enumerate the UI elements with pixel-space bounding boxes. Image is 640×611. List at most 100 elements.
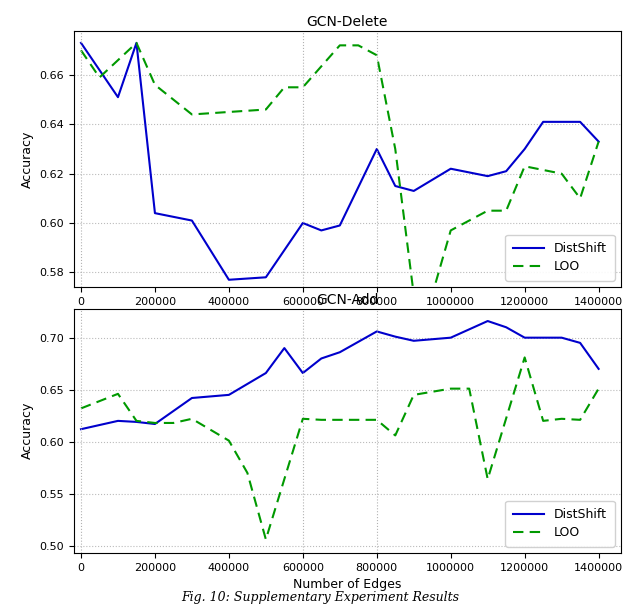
DistShift bbox=[576, 339, 584, 346]
LOO bbox=[151, 81, 159, 89]
DistShift bbox=[540, 334, 547, 342]
LOO bbox=[447, 227, 454, 234]
LOO bbox=[558, 170, 566, 177]
DistShift bbox=[299, 370, 307, 377]
DistShift bbox=[225, 276, 233, 284]
LOO bbox=[225, 437, 233, 444]
LOO bbox=[540, 417, 547, 425]
LOO bbox=[410, 291, 417, 298]
DistShift bbox=[373, 145, 381, 153]
Text: Fig. 10: Supplementary Experiment Results: Fig. 10: Supplementary Experiment Result… bbox=[181, 591, 459, 604]
DistShift bbox=[317, 227, 325, 234]
LOO bbox=[595, 385, 602, 392]
LOO bbox=[502, 207, 510, 214]
DistShift bbox=[502, 167, 510, 175]
DistShift bbox=[558, 334, 566, 342]
DistShift bbox=[373, 327, 381, 335]
DistShift bbox=[280, 345, 288, 352]
DistShift bbox=[595, 365, 602, 373]
LOO bbox=[170, 419, 177, 426]
LOO bbox=[132, 417, 140, 425]
LOO bbox=[299, 84, 307, 91]
Line: DistShift: DistShift bbox=[81, 321, 598, 429]
Y-axis label: Accuracy: Accuracy bbox=[20, 130, 33, 188]
DistShift bbox=[77, 39, 85, 46]
LOO bbox=[336, 416, 344, 423]
LOO bbox=[336, 42, 344, 49]
LOO bbox=[95, 74, 103, 81]
Title: GCN-Add: GCN-Add bbox=[316, 293, 378, 307]
DistShift bbox=[132, 419, 140, 426]
DistShift bbox=[521, 334, 529, 342]
LOO bbox=[576, 195, 584, 202]
LOO bbox=[77, 46, 85, 54]
Line: DistShift: DistShift bbox=[81, 43, 598, 280]
Legend: DistShift, LOO: DistShift, LOO bbox=[506, 500, 614, 547]
LOO bbox=[317, 416, 325, 423]
DistShift bbox=[392, 182, 399, 189]
Title: GCN-Delete: GCN-Delete bbox=[307, 15, 388, 29]
DistShift bbox=[336, 222, 344, 229]
LOO bbox=[595, 138, 602, 145]
X-axis label: Number of Edges: Number of Edges bbox=[293, 312, 401, 326]
LOO bbox=[410, 391, 417, 398]
LOO bbox=[392, 145, 399, 153]
DistShift bbox=[392, 333, 399, 340]
LOO bbox=[244, 469, 252, 477]
DistShift bbox=[188, 394, 196, 401]
LOO bbox=[392, 432, 399, 439]
DistShift bbox=[225, 391, 233, 398]
LOO bbox=[484, 207, 492, 214]
DistShift bbox=[502, 324, 510, 331]
LOO bbox=[484, 475, 492, 483]
LOO bbox=[188, 415, 196, 422]
LOO bbox=[299, 415, 307, 422]
DistShift bbox=[132, 39, 140, 46]
DistShift bbox=[114, 417, 122, 425]
LOO bbox=[151, 419, 159, 426]
LOO bbox=[262, 536, 269, 543]
DistShift bbox=[151, 420, 159, 428]
Legend: DistShift, LOO: DistShift, LOO bbox=[506, 235, 614, 281]
DistShift bbox=[336, 348, 344, 356]
DistShift bbox=[558, 118, 566, 125]
Y-axis label: Accuracy: Accuracy bbox=[20, 402, 33, 459]
DistShift bbox=[262, 274, 269, 281]
LOO bbox=[558, 415, 566, 422]
LOO bbox=[114, 390, 122, 398]
DistShift bbox=[410, 337, 417, 345]
LOO bbox=[576, 416, 584, 423]
DistShift bbox=[299, 219, 307, 227]
DistShift bbox=[188, 217, 196, 224]
DistShift bbox=[484, 172, 492, 180]
LOO bbox=[262, 106, 269, 113]
LOO bbox=[188, 111, 196, 118]
DistShift bbox=[540, 118, 547, 125]
LOO bbox=[373, 416, 381, 423]
LOO bbox=[521, 354, 529, 361]
Line: LOO: LOO bbox=[81, 357, 598, 540]
Line: LOO: LOO bbox=[81, 43, 598, 295]
LOO bbox=[225, 108, 233, 115]
LOO bbox=[521, 163, 529, 170]
LOO bbox=[465, 385, 473, 392]
DistShift bbox=[447, 165, 454, 172]
DistShift bbox=[317, 355, 325, 362]
X-axis label: Number of Edges: Number of Edges bbox=[293, 578, 401, 591]
LOO bbox=[428, 291, 436, 298]
DistShift bbox=[521, 145, 529, 153]
LOO bbox=[132, 39, 140, 46]
LOO bbox=[373, 51, 381, 59]
DistShift bbox=[151, 210, 159, 217]
DistShift bbox=[77, 425, 85, 433]
DistShift bbox=[595, 138, 602, 145]
DistShift bbox=[447, 334, 454, 342]
LOO bbox=[355, 42, 362, 49]
DistShift bbox=[114, 93, 122, 101]
LOO bbox=[280, 84, 288, 91]
LOO bbox=[447, 385, 454, 392]
DistShift bbox=[484, 317, 492, 324]
DistShift bbox=[410, 188, 417, 195]
LOO bbox=[77, 404, 85, 412]
DistShift bbox=[262, 370, 269, 377]
